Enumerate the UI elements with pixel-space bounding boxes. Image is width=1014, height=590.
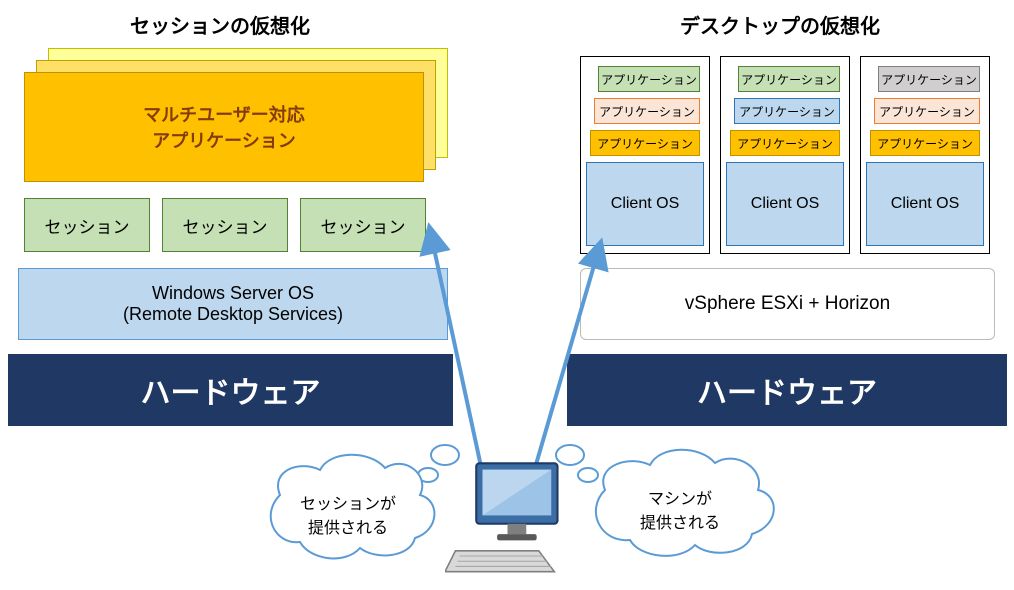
left-title: セッションの仮想化 xyxy=(130,10,310,39)
session-box-0: セッション xyxy=(24,198,150,252)
os-line1: Windows Server OS xyxy=(152,283,314,304)
vm2-app1: アプリケーション xyxy=(874,98,980,124)
vm1-app2: アプリケーション xyxy=(730,130,840,156)
session-box-1: セッション xyxy=(162,198,288,252)
vm1-app0: アプリケーション xyxy=(738,66,840,92)
right-cloud-text: マシンが 提供される xyxy=(640,485,720,533)
right-cloud-line1: マシンが xyxy=(648,491,712,508)
session-box-2: セッション xyxy=(300,198,426,252)
os-line2: (Remote Desktop Services) xyxy=(123,304,343,325)
left-cloud-line1: セッションが xyxy=(300,496,396,513)
left-cloud-text: セッションが 提供される xyxy=(300,490,396,538)
vm0-app1: アプリケーション xyxy=(594,98,700,124)
vm1-app1: アプリケーション xyxy=(734,98,840,124)
server-os-box: Windows Server OS (Remote Desktop Servic… xyxy=(18,268,448,340)
vm1-client-os: Client OS xyxy=(726,162,844,246)
right-cloud-line2: 提供される xyxy=(640,515,720,532)
hardware-left: ハードウェア xyxy=(8,354,453,426)
multi-app-line2: アプリケーション xyxy=(152,127,296,153)
vm2-app2: アプリケーション xyxy=(870,130,980,156)
hardware-right: ハードウェア xyxy=(567,354,1007,426)
vm0-app0: アプリケーション xyxy=(598,66,700,92)
left-cloud-line2: 提供される xyxy=(308,520,388,537)
multi-user-app: マルチユーザー対応 アプリケーション xyxy=(24,72,424,182)
computer-icon xyxy=(445,455,570,580)
multi-app-line1: マルチユーザー対応 xyxy=(143,101,305,127)
right-title: デスクトップの仮想化 xyxy=(680,10,880,39)
vm0-app2: アプリケーション xyxy=(590,130,700,156)
vm0-client-os: Client OS xyxy=(586,162,704,246)
vm2-client-os: Client OS xyxy=(866,162,984,246)
vsphere-box: vSphere ESXi + Horizon xyxy=(580,268,995,340)
vm2-app0: アプリケーション xyxy=(878,66,980,92)
